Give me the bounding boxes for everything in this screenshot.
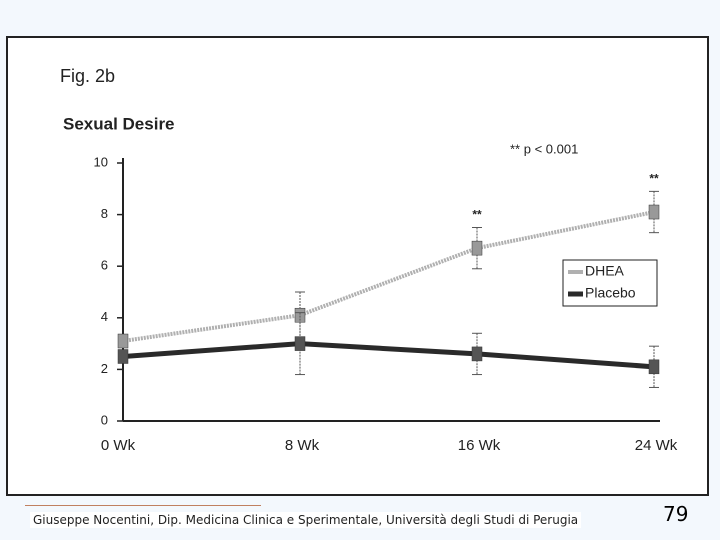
significance-marker: ** xyxy=(472,208,482,222)
footer: Giuseppe Nocentini, Dip. Medicina Clinic… xyxy=(30,512,582,528)
x-tick-label: 24 Wk xyxy=(635,437,678,454)
point xyxy=(648,359,660,375)
point xyxy=(117,349,129,364)
legend-label: Placebo xyxy=(585,285,636,301)
x-tick-label: 0 Wk xyxy=(101,437,136,454)
point xyxy=(117,333,129,349)
series-line xyxy=(122,341,655,370)
y-tick-label: 10 xyxy=(94,154,108,169)
point xyxy=(294,336,306,351)
legend-box xyxy=(562,259,658,307)
footer-rule xyxy=(25,505,261,506)
y-tick-label: 6 xyxy=(101,258,108,273)
y-tick-label: 0 xyxy=(101,412,108,427)
page-number: 79 xyxy=(663,502,689,526)
figure-label: Fig. 2b xyxy=(60,66,115,86)
point xyxy=(471,240,483,256)
significance-marker: ** xyxy=(649,172,659,186)
annotation: ** p < 0.001 xyxy=(510,141,578,156)
y-tick-label: 8 xyxy=(101,206,108,221)
chart-title: Sexual Desire xyxy=(63,114,175,133)
series-line xyxy=(122,210,655,343)
x-tick-label: 16 Wk xyxy=(458,437,501,454)
x-tick-label: 8 Wk xyxy=(285,437,320,454)
point xyxy=(648,204,660,220)
y-tick-label: 4 xyxy=(101,309,108,324)
legend-label: DHEA xyxy=(585,263,625,279)
point xyxy=(471,346,483,362)
y-tick-label: 2 xyxy=(101,361,108,376)
